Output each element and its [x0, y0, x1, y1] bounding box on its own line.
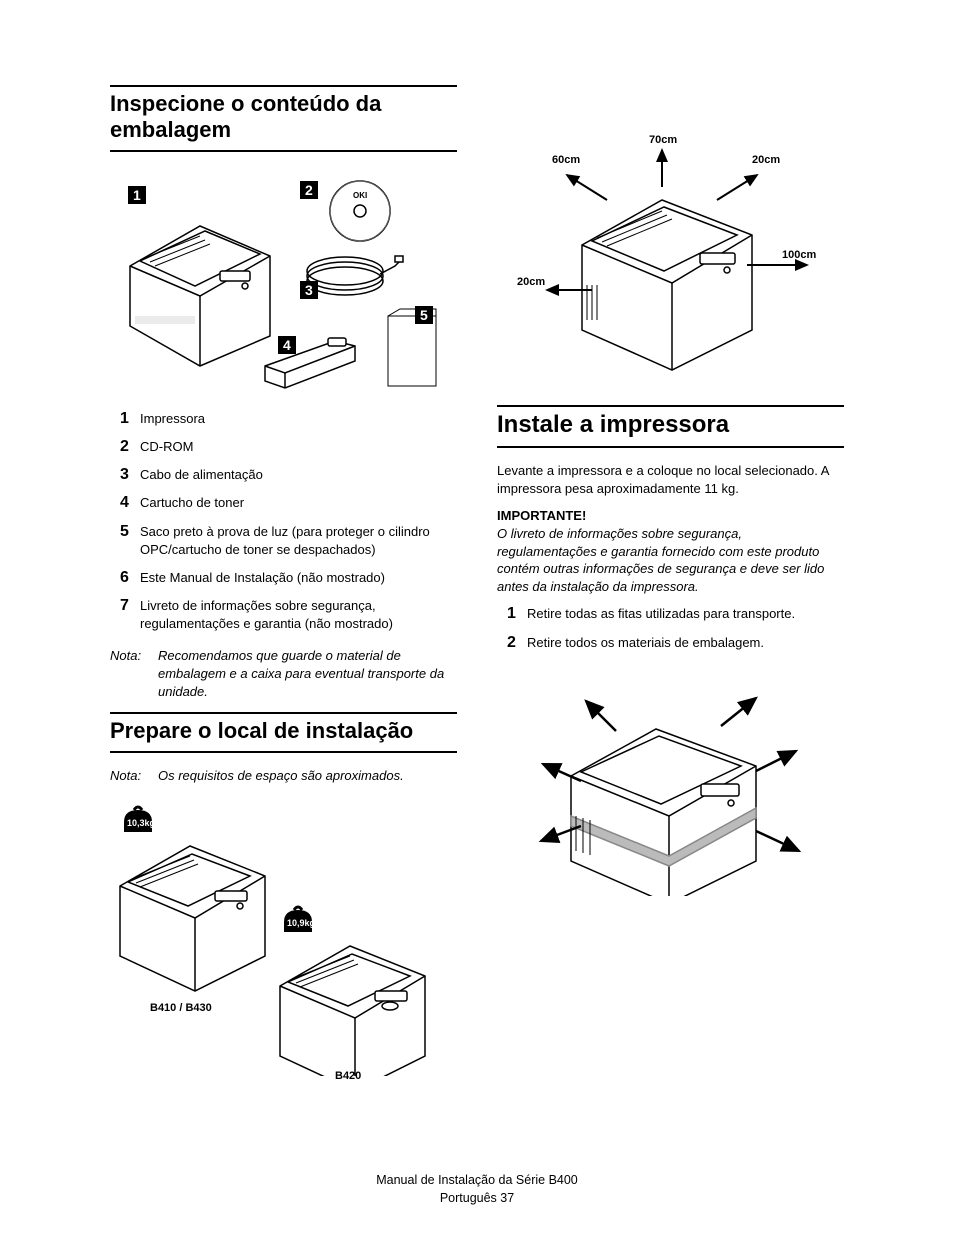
fig1-label-4: 4: [283, 337, 291, 353]
install-para: Levante a impressora e a coloque no loca…: [497, 462, 844, 498]
dim-top: 70cm: [649, 134, 677, 146]
fig1-label-3: 3: [305, 282, 313, 298]
fig1-label-5: 5: [420, 307, 428, 323]
install-steps: 1Retire todas as fitas utilizadas para t…: [497, 605, 844, 657]
page-footer: Manual de Instalação da Série B400 Portu…: [0, 1172, 954, 1207]
figure-contents: 1 OKI 2 3: [110, 166, 457, 396]
fig1-label-1: 1: [133, 187, 141, 203]
heading-prepare: Prepare o local de instalação: [110, 712, 457, 752]
model-b-label: B420: [335, 1070, 361, 1082]
dim-right: 100cm: [782, 249, 816, 261]
fig1-oki: OKI: [353, 191, 367, 200]
item-7: Livreto de informações sobre segurança, …: [140, 597, 457, 633]
heading-inspect: Inspecione o conteúdo da embalagem: [110, 85, 457, 152]
step-2: Retire todos os materiais de embalagem.: [527, 634, 764, 652]
item-1: Impressora: [140, 410, 205, 428]
left-column: Inspecione o conteúdo da embalagem 1: [110, 85, 457, 1090]
contents-list: 1Impressora 2CD-ROM 3Cabo de alimentação…: [110, 410, 457, 640]
important-label: IMPORTANTE!: [497, 508, 844, 523]
note-packaging: Nota: Recomendamos que guarde o material…: [110, 647, 457, 700]
weight-a: 10,3kg: [127, 818, 155, 828]
item-4: Cartucho de toner: [140, 494, 244, 512]
heading-install: Instale a impressora: [497, 405, 844, 448]
step-1: Retire todas as fitas utilizadas para tr…: [527, 605, 795, 623]
figure-remove-tape: [497, 676, 844, 896]
dim-left-bottom: 20cm: [517, 276, 545, 288]
item-6: Este Manual de Instalação (não mostrado): [140, 569, 385, 587]
important-body: O livreto de informações sobre segurança…: [497, 525, 844, 595]
model-a-label: B410 / B430: [150, 1002, 212, 1014]
fig1-label-2: 2: [305, 182, 313, 198]
item-2: CD-ROM: [140, 438, 193, 456]
item-3: Cabo de alimentação: [140, 466, 263, 484]
item-5: Saco preto à prova de luz (para proteger…: [140, 523, 457, 559]
note-space: Nota: Os requisitos de espaço são aproxi…: [110, 767, 457, 785]
figure-models: 10,3kg B410 / B430 10,9kg: [110, 796, 457, 1076]
figure-clearance: 60cm 70cm 20cm 100cm 20cm: [497, 125, 844, 375]
footer-line1: Manual de Instalação da Série B400: [0, 1172, 954, 1190]
weight-b: 10,9kg: [287, 918, 315, 928]
dim-right-top: 20cm: [752, 154, 780, 166]
dim-left: 60cm: [552, 154, 580, 166]
footer-line2: Português 37: [0, 1190, 954, 1208]
right-column: 60cm 70cm 20cm 100cm 20cm Instale a impr…: [497, 85, 844, 1090]
